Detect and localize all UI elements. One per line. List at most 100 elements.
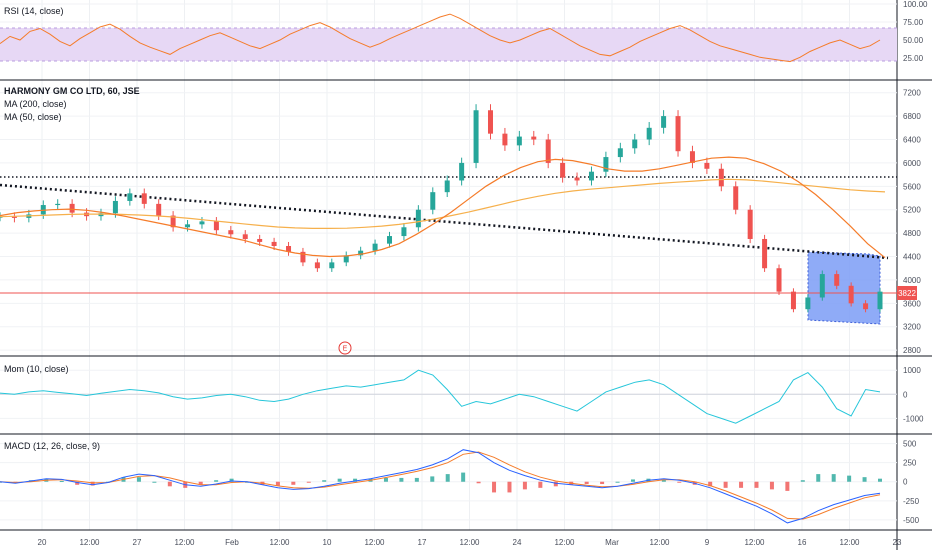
candle-body <box>372 243 378 251</box>
candle-body <box>329 262 335 269</box>
candle-body <box>689 151 695 163</box>
mom-y-tick: -1000 <box>903 414 924 423</box>
x-tick-label: 23 <box>893 538 902 547</box>
price-y-tick: 5200 <box>903 206 921 215</box>
price-y-tick: 4400 <box>903 253 921 262</box>
macd-histogram-bar <box>461 472 466 482</box>
macd-histogram-bar <box>584 481 589 485</box>
x-tick-label: 12:00 <box>839 538 860 547</box>
candle-body <box>733 186 739 210</box>
candle-body <box>863 303 869 310</box>
candle-body <box>646 127 652 140</box>
candle-body <box>877 291 883 310</box>
macd-histogram-bar <box>291 481 296 485</box>
price-y-tick: 7200 <box>903 89 921 98</box>
last-price-value: 3822 <box>898 289 916 298</box>
candle-body <box>257 238 263 242</box>
macd-histogram-bar <box>769 481 774 490</box>
x-tick-label: Mar <box>605 538 619 547</box>
macd-histogram-bar <box>785 481 790 491</box>
macd-histogram-bar <box>661 479 666 482</box>
ma50-legend: MA (50, close) <box>4 112 62 122</box>
macd-histogram-bar <box>600 481 605 485</box>
mom-y-tick: 0 <box>903 390 908 399</box>
macd-histogram-bar <box>198 481 203 485</box>
macd-histogram-bar <box>152 481 157 483</box>
candle-body <box>11 216 17 218</box>
macd-histogram-bar <box>337 478 342 482</box>
candle-body <box>127 193 133 201</box>
mom-panel: Mom (10, close) <box>0 364 881 424</box>
macd-histogram-bar <box>322 480 327 482</box>
candle-body <box>790 291 796 310</box>
candle-body <box>776 268 782 292</box>
price-y-tick: 5600 <box>903 182 921 191</box>
macd-signal-line <box>0 451 881 520</box>
rsi-band <box>0 28 897 61</box>
macd-histogram-bar <box>878 478 882 482</box>
macd-histogram-bar <box>630 479 635 482</box>
price-y-tick: 4800 <box>903 229 921 238</box>
macd-histogram-bar <box>414 477 419 482</box>
x-tick-label: Feb <box>225 538 239 547</box>
macd-y-tick: 250 <box>903 459 917 468</box>
macd-histogram-bar <box>75 481 80 485</box>
price-y-tick: 6400 <box>903 136 921 145</box>
selection-box[interactable] <box>807 251 881 325</box>
rsi-y-tick: 25.00 <box>903 54 924 63</box>
candle-body <box>185 224 191 228</box>
axes: 100.00 75.00 50.00 25.00 7200 6800 6400 6000 560… <box>38 0 928 547</box>
ma200-legend: MA (200, close) <box>4 99 67 109</box>
x-tick-label: 12:00 <box>649 538 670 547</box>
rsi-y-tick: 50.00 <box>903 36 924 45</box>
x-tick-label: 16 <box>798 538 807 547</box>
candle-body <box>170 215 176 228</box>
candle-body <box>661 116 667 128</box>
last-price-badge <box>897 286 917 300</box>
x-tick-label: 9 <box>705 538 710 547</box>
candle-body <box>834 274 840 286</box>
macd-line <box>0 449 881 524</box>
candle-body <box>141 193 147 204</box>
candle-body <box>516 136 522 146</box>
macd-histogram-bar <box>275 481 280 486</box>
price-y-tick: 6000 <box>903 159 921 168</box>
macd-y-tick: -250 <box>903 497 920 506</box>
candle-body <box>603 157 609 172</box>
price-y-tick: 4000 <box>903 276 921 285</box>
macd-histogram-bar <box>136 477 141 482</box>
macd-histogram-bar <box>492 481 497 493</box>
downtrend-line[interactable] <box>0 183 889 260</box>
candle-body <box>473 110 479 163</box>
candle-body <box>459 162 465 181</box>
candle-body <box>704 162 710 169</box>
macd-histogram-bar <box>553 481 558 487</box>
macd-histogram-bar <box>445 474 450 482</box>
candle-body <box>848 285 854 304</box>
macd-title: MACD (12, 26, close, 9) <box>4 441 100 451</box>
rsi-panel: RSI (14, close) <box>0 6 897 63</box>
x-tick-label: 27 <box>133 538 142 547</box>
earnings-marker-label: E <box>343 346 348 353</box>
candle-body <box>545 139 551 163</box>
macd-histogram-bar <box>430 476 435 482</box>
price-title: HARMONY GM CO LTD, 60, JSE <box>4 86 140 96</box>
macd-histogram-bar <box>800 480 805 482</box>
candle-body <box>560 162 566 178</box>
macd-histogram-bar <box>399 477 404 482</box>
rsi-y-tick: 100.00 <box>903 0 928 9</box>
x-tick-label: 17 <box>418 538 427 547</box>
x-tick-label: 12:00 <box>364 538 385 547</box>
candle-body <box>444 180 450 193</box>
candle-body <box>300 251 306 263</box>
candle-body <box>675 116 681 152</box>
macd-histogram-bar <box>353 478 358 482</box>
candle-body <box>401 227 407 237</box>
macd-histogram-bar <box>862 477 867 482</box>
earnings-marker[interactable] <box>338 341 352 355</box>
macd-y-tick: 0 <box>903 478 908 487</box>
macd-histogram-bar <box>739 481 744 488</box>
mom-line <box>0 369 881 424</box>
candle-body <box>588 171 594 181</box>
macd-histogram-bar <box>476 481 481 484</box>
